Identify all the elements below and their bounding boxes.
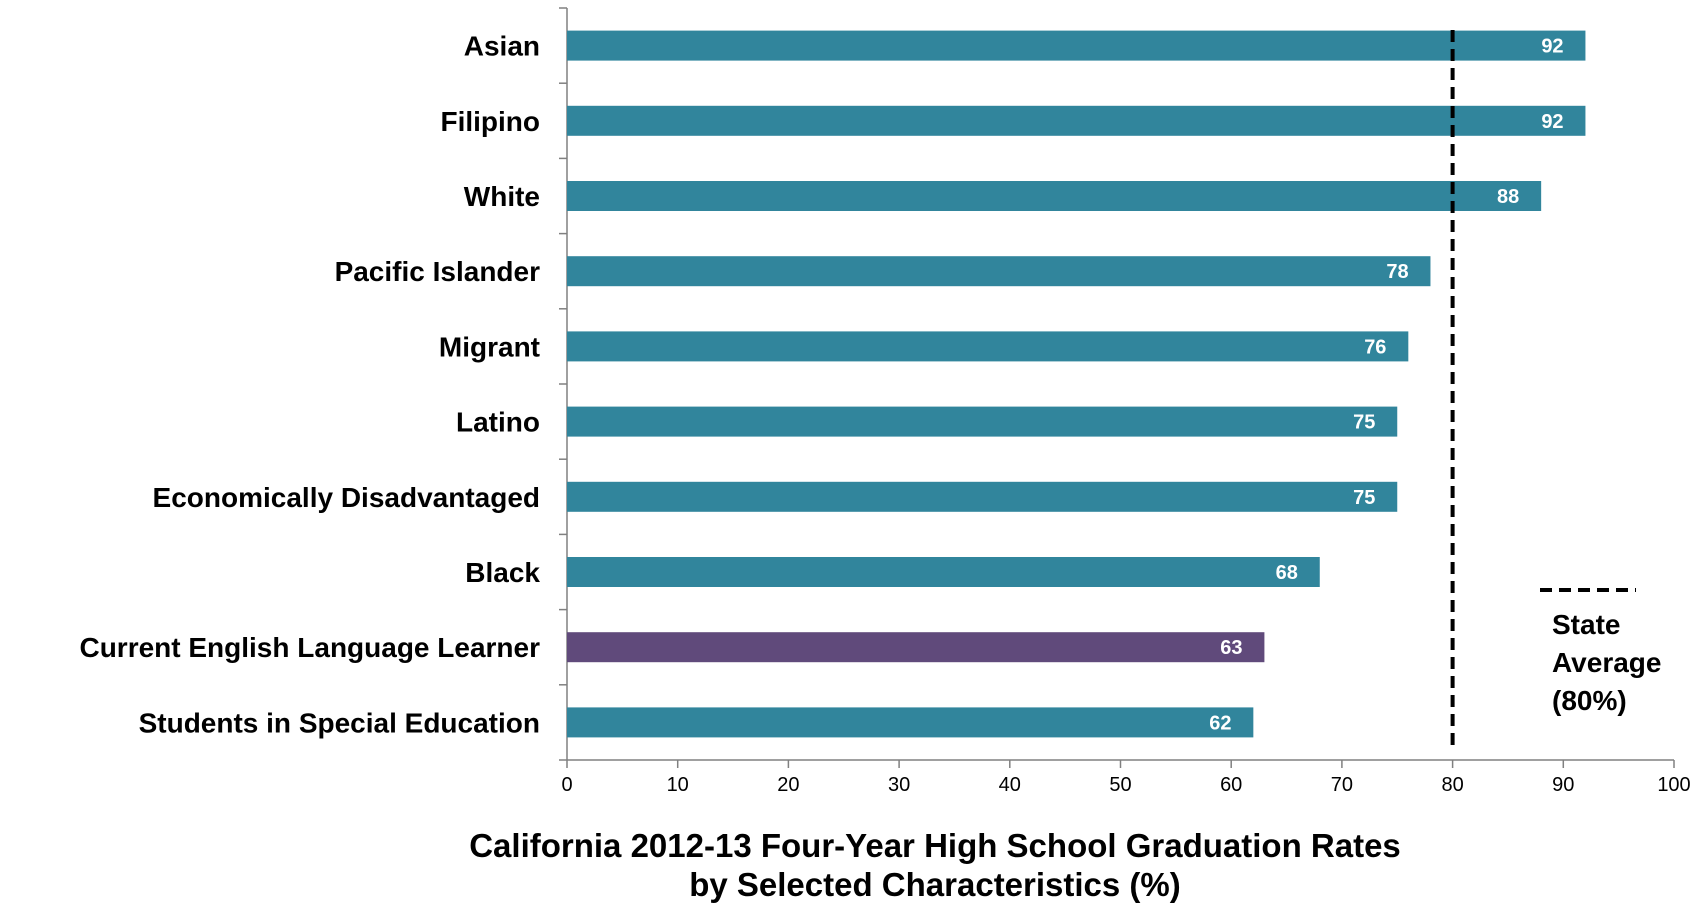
bar bbox=[567, 406, 1398, 437]
x-tick-label: 0 bbox=[561, 774, 572, 796]
legend-line-2: Average bbox=[1552, 647, 1661, 678]
chart-title-group: California 2012-13 Four-Year High School… bbox=[469, 827, 1401, 903]
data-label: 88 bbox=[1497, 186, 1519, 208]
x-tick-label: 20 bbox=[777, 774, 799, 796]
x-tick-label: 80 bbox=[1441, 774, 1463, 796]
bar bbox=[567, 632, 1265, 663]
data-label: 68 bbox=[1276, 562, 1298, 584]
category-label: Latino bbox=[456, 407, 540, 438]
data-label: 75 bbox=[1353, 487, 1375, 509]
chart-axes: 0 10 20 30 40 50 60 70 80 90 100 bbox=[559, 7, 1691, 796]
data-label: 63 bbox=[1220, 637, 1242, 659]
chart-title: California 2012-13 Four-Year High School… bbox=[469, 827, 1401, 864]
x-tick-label: 30 bbox=[888, 774, 910, 796]
bar bbox=[567, 557, 1320, 587]
x-tick-label: 90 bbox=[1552, 774, 1574, 796]
legend-line-3: (80%) bbox=[1552, 685, 1627, 716]
data-label: 92 bbox=[1541, 111, 1563, 133]
category-label: Pacific Islander bbox=[335, 256, 541, 287]
chart-subtitle: by Selected Characteristics (%) bbox=[689, 866, 1181, 903]
x-tick-label: 50 bbox=[1109, 774, 1131, 796]
data-label: 78 bbox=[1386, 261, 1408, 283]
data-label: 62 bbox=[1209, 712, 1231, 734]
category-label: Filipino bbox=[440, 106, 540, 137]
x-tick-label: 70 bbox=[1331, 774, 1353, 796]
data-label: 92 bbox=[1541, 36, 1563, 58]
data-label: 76 bbox=[1364, 336, 1386, 358]
data-label: 75 bbox=[1353, 412, 1375, 434]
bar bbox=[567, 256, 1431, 287]
bar bbox=[567, 481, 1398, 512]
bar bbox=[567, 105, 1586, 136]
category-label: Current English Language Learner bbox=[79, 632, 540, 663]
category-label: Asian bbox=[464, 31, 540, 62]
category-label: Migrant bbox=[439, 331, 540, 362]
bar bbox=[567, 331, 1409, 362]
x-tick-label: 60 bbox=[1220, 774, 1242, 796]
category-label: Students in Special Education bbox=[139, 707, 540, 738]
x-tick-label: 10 bbox=[667, 774, 689, 796]
category-label: White bbox=[464, 181, 540, 212]
bar bbox=[567, 707, 1254, 738]
chart-bars bbox=[567, 30, 1586, 738]
legend-line-1: State bbox=[1552, 609, 1620, 640]
category-label: Economically Disadvantaged bbox=[153, 482, 540, 513]
x-tick-label: 40 bbox=[999, 774, 1021, 796]
bar bbox=[567, 30, 1586, 61]
chart-labels: 92 Asian 92 Filipino 88 White 78 Pacific Island… bbox=[79, 31, 1563, 739]
bar bbox=[567, 181, 1542, 211]
x-tick-label: 100 bbox=[1657, 774, 1690, 796]
chart-legend: State Average (80%) bbox=[1540, 588, 1661, 716]
category-label: Black bbox=[465, 557, 540, 588]
